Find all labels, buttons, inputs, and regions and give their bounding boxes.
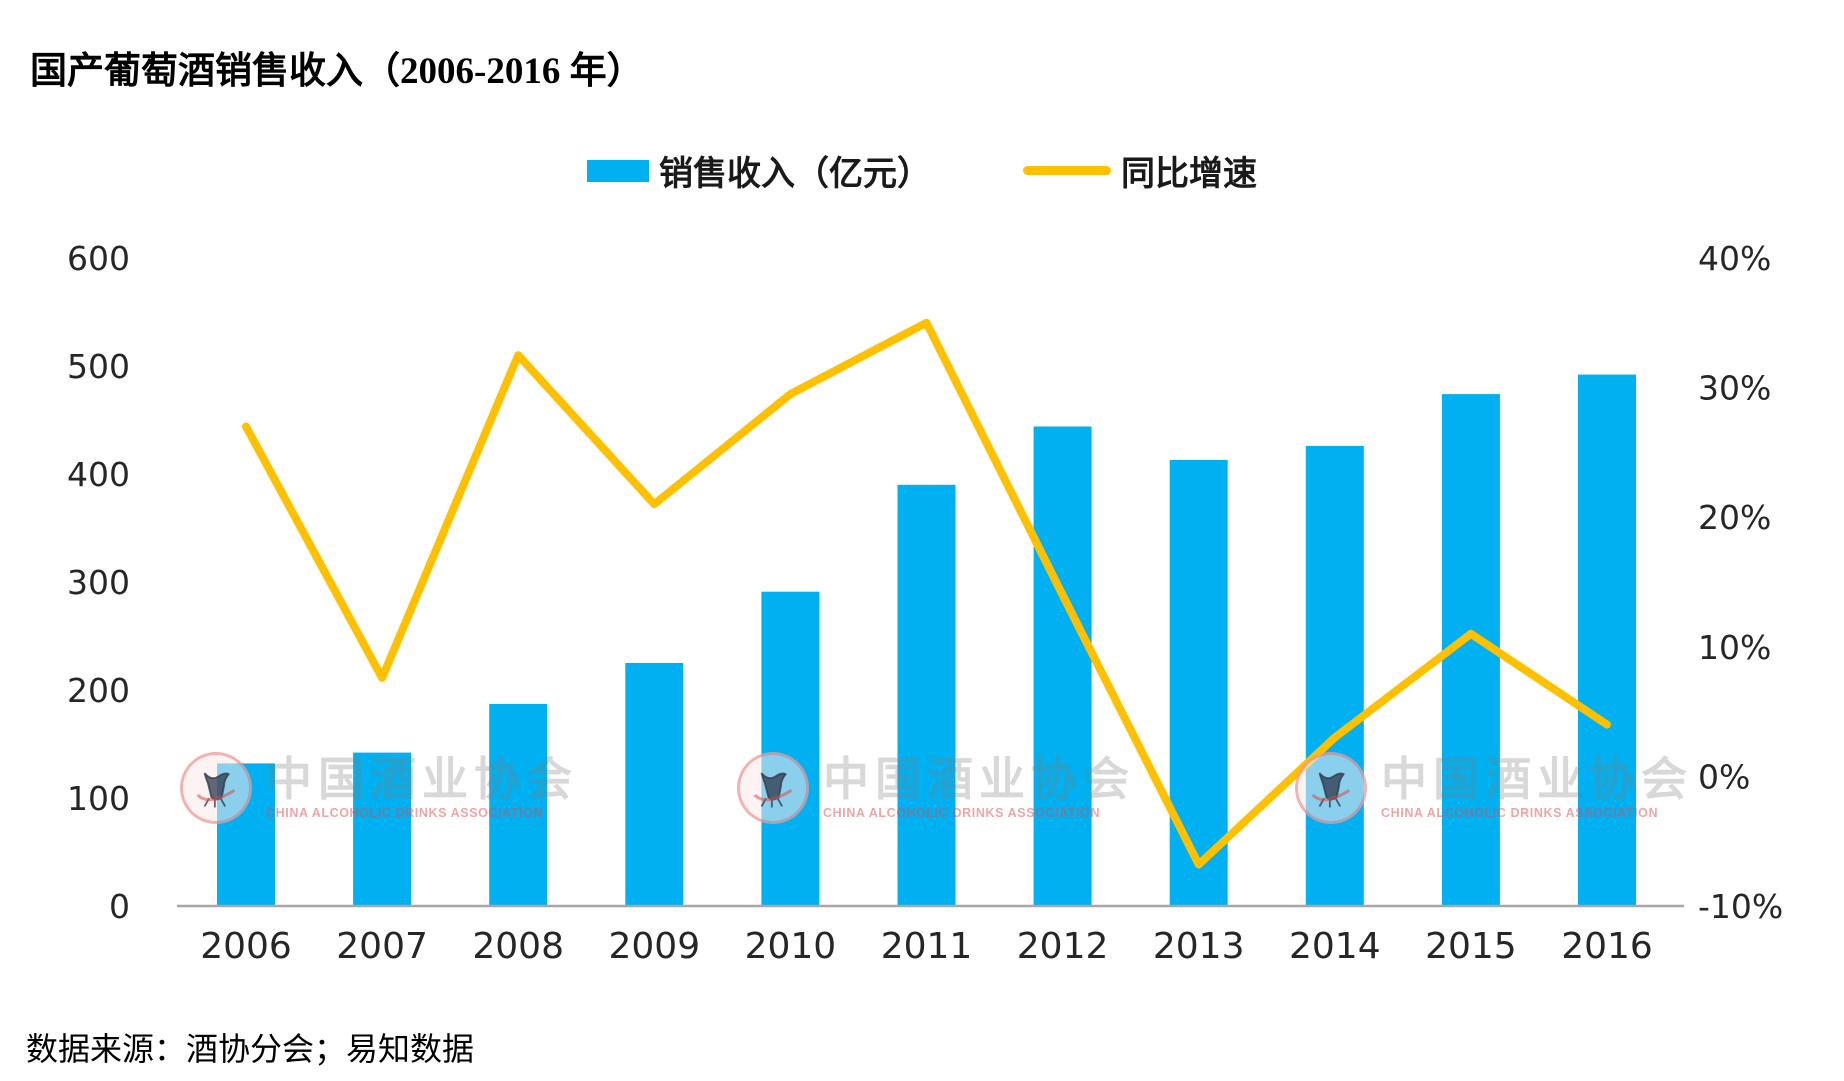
- y-left-tick-100: 100: [67, 779, 130, 818]
- x-tick-2010: 2010: [745, 926, 837, 967]
- y-left-tick-200: 200: [67, 671, 130, 710]
- x-tick-2012: 2012: [1017, 926, 1109, 967]
- x-tick-2007: 2007: [336, 926, 428, 967]
- chart-title: 国产葡萄酒销售收入（2006-2016 年）: [30, 51, 644, 92]
- bar-2006: [217, 763, 275, 906]
- bar-2011: [897, 484, 956, 906]
- legend-revenue-label: 销售收入（亿元）: [659, 155, 931, 193]
- legend-growth-label: 同比增速: [1121, 155, 1257, 193]
- bar-2013: [1169, 460, 1228, 906]
- bar-2012: [1033, 426, 1092, 906]
- x-tick-2011: 2011: [881, 926, 973, 967]
- y-left-tick-600: 600: [67, 239, 130, 278]
- x-tick-2008: 2008: [472, 926, 564, 967]
- x-tick-2015: 2015: [1425, 926, 1517, 967]
- legend-line-swatch: [1023, 166, 1111, 175]
- bar-2007: [353, 752, 412, 906]
- legend: 销售收入（亿元） 同比增速: [0, 146, 1844, 195]
- bar-2008: [489, 704, 548, 906]
- bar-2016: [1578, 374, 1636, 907]
- legend-bar-swatch: [587, 159, 649, 182]
- growth-rate-line: [242, 318, 1611, 869]
- bar-2010: [761, 591, 820, 906]
- legend-item-revenue: 销售收入（亿元）: [587, 146, 931, 195]
- legend-item-growth: 同比增速: [1023, 146, 1257, 195]
- bar-2014: [1305, 445, 1364, 906]
- y-left-tick-500: 500: [67, 347, 130, 386]
- y-left-tick-0: 0: [109, 887, 130, 926]
- x-tick-2016: 2016: [1561, 926, 1653, 967]
- x-tick-2009: 2009: [608, 926, 700, 967]
- bar-2009: [625, 663, 684, 906]
- y-right-tick-40: 40%: [1698, 239, 1771, 278]
- data-source-note: 数据来源：酒协分会；易知数据: [26, 1031, 475, 1067]
- y-right-tick-10: 10%: [1698, 628, 1771, 667]
- y-right-tick-20: 20%: [1698, 498, 1771, 537]
- x-tick-2006: 2006: [200, 926, 292, 967]
- y-right-tick--10: -10%: [1698, 887, 1783, 926]
- y-left-tick-300: 300: [67, 563, 130, 602]
- x-tick-2014: 2014: [1289, 926, 1381, 967]
- x-tick-2013: 2013: [1153, 926, 1245, 967]
- y-left-tick-400: 400: [67, 455, 130, 494]
- y-right-tick-30: 30%: [1698, 369, 1771, 408]
- y-right-tick-0: 0%: [1698, 757, 1750, 796]
